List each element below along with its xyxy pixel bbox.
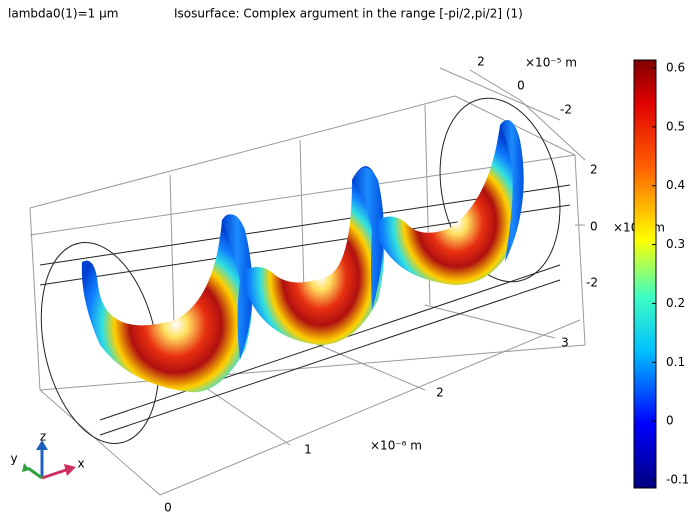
y-tick-label: -2: [560, 103, 572, 117]
y-axis-unit: ×10⁻⁵ m: [525, 56, 577, 70]
triad-label: x: [77, 457, 84, 471]
colorbar-ticks: 0.6 0.5 0.4 0.3 0.2 0.1 0 -0.1: [652, 61, 688, 487]
x-axis-unit: ×10⁻⁶ m: [370, 439, 422, 453]
y-tick-label: 0: [517, 79, 525, 93]
colorbar-tick-label: 0.3: [666, 237, 685, 251]
z-tick-label: 2: [590, 163, 598, 177]
isosurface: [81, 120, 524, 393]
colorbar-tick-label: 0: [666, 414, 674, 428]
plot-title: Isosurface: Complex argument in the rang…: [174, 7, 523, 21]
triad-label: z: [40, 430, 46, 444]
z-tick-label: 0: [590, 220, 598, 234]
colorbar-tick-label: -0.1: [666, 473, 688, 487]
colorbar-tick-label: 0.6: [666, 61, 685, 75]
y-tick-label: 2: [477, 55, 485, 69]
triad-label: y: [10, 452, 17, 466]
colorbar-tick-label: 0.2: [666, 296, 685, 310]
parameter-label: lambda0(1)=1 µm: [8, 7, 118, 21]
axis-triad: z x y: [10, 430, 85, 480]
z-tick-label: -2: [586, 276, 598, 290]
x-tick-label: 0: [164, 501, 172, 515]
colorbar-tick-label: 0.1: [666, 355, 685, 369]
colorbar-tick-label: 0.4: [666, 178, 685, 192]
x-tick-label: 1: [304, 443, 312, 457]
x-tick-label: 2: [436, 386, 444, 400]
colorbar-tick-label: 0.5: [666, 119, 685, 133]
x-tick-label: 3: [561, 336, 569, 350]
colorbar: [633, 59, 657, 489]
